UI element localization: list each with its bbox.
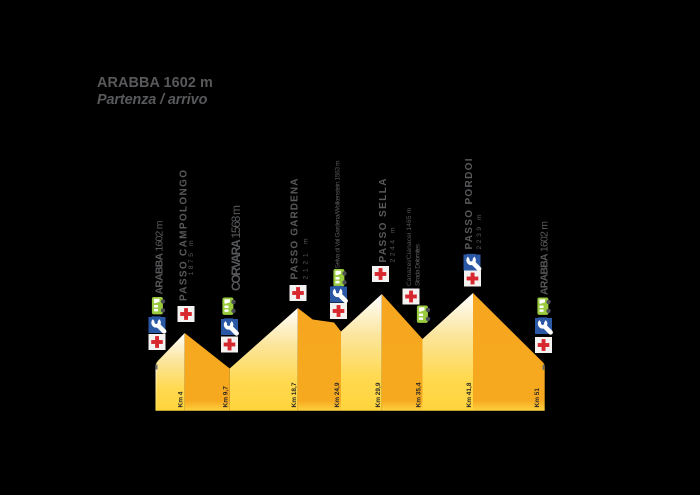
svg-text:2239 m: 2239 m <box>476 214 483 249</box>
svg-text:Canazei/Cianacei 1465 m: Canazei/Cianacei 1465 m <box>406 208 413 286</box>
svg-text:Km 4: Km 4 <box>178 391 185 407</box>
svg-text:Selva di Val Gardena/Wolkenste: Selva di Val Gardena/Wolkenstein 1563 m <box>334 161 341 269</box>
svg-text:2244 m: 2244 m <box>390 227 397 262</box>
svg-text:CORVARA 1568 m: CORVARA 1568 m <box>229 205 243 291</box>
svg-text:Km 29,9: Km 29,9 <box>375 382 382 407</box>
svg-text:PASSO CAMPOLONGO: PASSO CAMPOLONGO <box>179 170 190 301</box>
svg-text:Km 51: Km 51 <box>534 388 541 408</box>
svg-text:Km 35,4: Km 35,4 <box>416 382 423 407</box>
svg-text:ARABBA 1602 m: ARABBA 1602 m <box>538 221 550 295</box>
svg-text:PASSO PORDOI: PASSO PORDOI <box>464 158 475 249</box>
svg-text:PASSO SELLA: PASSO SELLA <box>378 179 389 263</box>
svg-text:ARABBA 1602 m: ARABBA 1602 m <box>153 220 165 294</box>
svg-text:Km 41,8: Km 41,8 <box>466 382 473 407</box>
svg-text:PASSO GARDENA: PASSO GARDENA <box>290 179 301 280</box>
svg-text:Km 24,9: Km 24,9 <box>334 382 341 407</box>
svg-text:2121 m: 2121 m <box>303 238 310 279</box>
svg-text:Km 9,7: Km 9,7 <box>223 386 230 408</box>
svg-text:Km 18,7: Km 18,7 <box>291 382 298 407</box>
svg-text:Strada Dolomites: Strada Dolomites <box>415 243 422 286</box>
